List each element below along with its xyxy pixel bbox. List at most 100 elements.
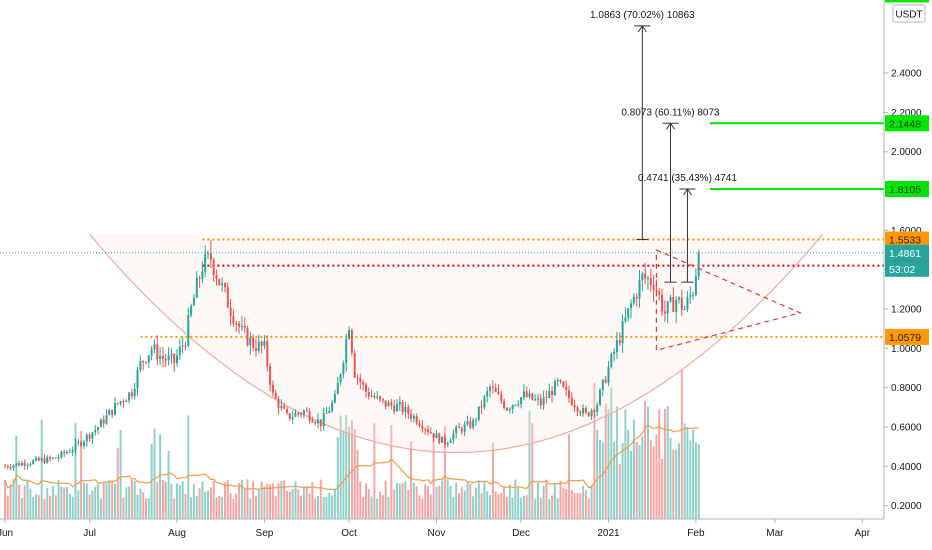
volume-bar xyxy=(359,481,362,519)
candle-body xyxy=(266,341,269,367)
price-axis[interactable]: 0.20000.40000.60000.80001.00001.20001.40… xyxy=(883,0,922,519)
candle-body xyxy=(159,355,162,359)
candle-body xyxy=(85,434,88,442)
time-tick-label: Dec xyxy=(512,528,530,539)
candle-body xyxy=(49,457,52,459)
volume-bar xyxy=(410,441,413,519)
volume-bar xyxy=(201,481,204,519)
volume-bar xyxy=(692,429,695,519)
candle-body xyxy=(593,410,596,412)
volume-bar xyxy=(381,495,384,519)
candle-body xyxy=(12,465,15,468)
candle-body xyxy=(133,388,136,397)
volume-bar xyxy=(68,493,71,519)
volume-bar xyxy=(317,496,319,519)
volume-bar xyxy=(553,483,556,519)
volume-bar xyxy=(283,480,286,519)
volume-bar xyxy=(35,494,37,519)
candle-body xyxy=(147,355,150,363)
candle-body xyxy=(342,362,345,375)
candle-body xyxy=(18,463,21,466)
candle-body xyxy=(396,404,398,412)
candle-body xyxy=(105,415,108,424)
volume-bar xyxy=(582,485,585,519)
candle-body xyxy=(218,279,221,285)
currency-label[interactable]: USDT xyxy=(895,10,922,21)
volume-bar xyxy=(500,493,503,519)
candle-body xyxy=(226,287,229,308)
volume-bar xyxy=(393,489,396,519)
volume-bar xyxy=(590,485,593,519)
triangle-outline xyxy=(655,249,803,352)
candle-body xyxy=(63,451,66,454)
price-tick-label: 1.0000 xyxy=(891,344,922,355)
volume-bar xyxy=(105,482,108,519)
candle-body xyxy=(212,259,215,275)
volume-bar xyxy=(494,491,497,519)
volume-bar xyxy=(469,483,472,519)
candle-body xyxy=(190,305,193,316)
candle-body xyxy=(573,405,576,408)
candle-body xyxy=(373,396,376,398)
volume-bar xyxy=(615,406,618,519)
candle-body xyxy=(455,426,458,434)
volume-bar xyxy=(669,437,672,519)
candle-body xyxy=(15,463,18,466)
volume-bar xyxy=(404,481,407,519)
candle-body xyxy=(570,397,573,406)
candle-body xyxy=(424,429,427,431)
candle-body xyxy=(686,297,689,310)
candle-body xyxy=(139,360,142,370)
candle-body xyxy=(187,315,190,346)
target-lines xyxy=(710,122,884,190)
price-level-label: 2.8090 xyxy=(889,0,921,1)
candle-body xyxy=(669,297,672,302)
volume-bar xyxy=(652,446,655,519)
volume-bar xyxy=(345,415,348,519)
candle-body xyxy=(666,301,669,314)
time-axis[interactable]: Jun Jul Aug Sep Oct Nov Dec 2021 Feb Mar Apr xyxy=(0,518,884,539)
candle-body xyxy=(539,398,542,406)
candle-body xyxy=(489,386,491,392)
volume-bar xyxy=(421,498,424,519)
candle-body xyxy=(125,400,128,402)
volume-bar xyxy=(15,435,18,519)
volume-bar xyxy=(424,484,427,519)
candle-body xyxy=(207,253,209,254)
volume-bar xyxy=(97,484,100,519)
volume-bar xyxy=(302,487,305,519)
candle-body xyxy=(215,275,218,279)
volume-bar xyxy=(128,486,131,519)
price-tick-label: 0.6000 xyxy=(891,422,922,433)
candle-body xyxy=(362,382,365,385)
candle-body xyxy=(410,414,413,419)
cup-curve xyxy=(89,233,824,454)
currency-badge[interactable]: USDT xyxy=(892,4,926,23)
volume-bar xyxy=(229,493,232,519)
candle-body xyxy=(466,421,469,425)
candle-body xyxy=(376,396,379,398)
candle-body xyxy=(494,387,497,392)
candle-body xyxy=(644,273,647,279)
time-tick-label: Feb xyxy=(687,528,705,539)
measure-tools: 1.0863 (70.02%) 10863 0.8073 (60.11%) 807… xyxy=(590,10,737,283)
candle-body xyxy=(407,406,410,415)
volume-bar xyxy=(26,480,29,519)
candle-body xyxy=(283,405,286,409)
candle-body xyxy=(359,378,362,383)
candle-body xyxy=(302,410,305,415)
candle-body xyxy=(26,464,29,466)
volume-bar xyxy=(396,483,398,519)
volume-bar xyxy=(294,481,297,519)
price-level-label-bg xyxy=(885,115,929,132)
candle-body xyxy=(164,358,167,361)
volume-bar xyxy=(458,493,460,519)
volume-bar xyxy=(618,464,621,519)
price-tick-label: 0.4000 xyxy=(891,462,922,473)
volume-bar xyxy=(122,497,125,519)
candle-body xyxy=(29,464,32,465)
candle-body xyxy=(119,401,122,404)
volume-bar xyxy=(649,439,652,519)
candle-body xyxy=(469,421,472,428)
